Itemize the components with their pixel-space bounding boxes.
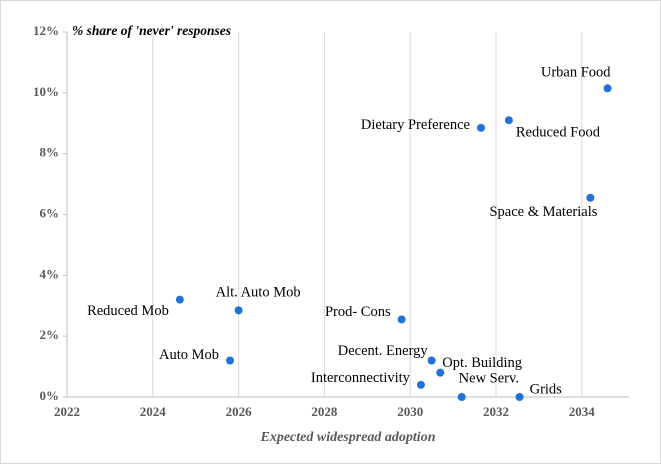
point-label: Reduced Food <box>516 125 601 141</box>
point <box>504 116 513 125</box>
y-tick-label: 12% <box>33 23 59 38</box>
point <box>515 393 524 401</box>
x-tick-label: 2026 <box>226 404 253 419</box>
point <box>234 306 243 315</box>
point-label: Decent. Energy <box>338 343 429 359</box>
point-label: Grids <box>530 381 563 397</box>
point <box>436 368 445 377</box>
y-tick-label: 10% <box>33 84 59 99</box>
y-tick-label: 2% <box>40 327 60 342</box>
chart-title: % share of 'never' responses <box>72 23 231 38</box>
point-label: Alt. Auto Mob <box>216 285 301 301</box>
y-tick-label: 8% <box>40 145 60 160</box>
y-tick-label: 6% <box>40 205 60 220</box>
point-label: Space & Materials <box>489 204 597 220</box>
point <box>416 380 425 389</box>
point <box>457 393 466 401</box>
point <box>226 356 235 365</box>
point <box>603 84 612 93</box>
point-label: Reduced Mob <box>87 303 169 319</box>
y-tick-label: 0% <box>40 388 60 403</box>
point <box>427 356 436 365</box>
point <box>476 123 485 132</box>
y-tick-label: 4% <box>40 266 60 281</box>
x-axis-label: Expected widespread adoption <box>260 430 436 445</box>
point-label: Interconnectivity <box>311 370 411 386</box>
point-label: New Serv. <box>459 370 519 386</box>
point <box>175 295 184 304</box>
x-tick-label: 2022 <box>54 404 80 419</box>
point <box>586 193 595 202</box>
point-label: Dietary Preference <box>361 117 470 133</box>
x-tick-label: 2032 <box>483 404 509 419</box>
point <box>397 315 406 324</box>
x-tick-label: 2034 <box>569 404 596 419</box>
x-tick-label: 2024 <box>140 404 167 419</box>
x-tick-label: 2028 <box>311 404 338 419</box>
x-tick-label: 2030 <box>397 404 423 419</box>
point-label: Urban Food <box>541 65 611 81</box>
point-label: Auto Mob <box>159 347 219 363</box>
point-label: Prod- Cons <box>325 304 391 320</box>
point-label: Opt. Building <box>442 355 522 371</box>
